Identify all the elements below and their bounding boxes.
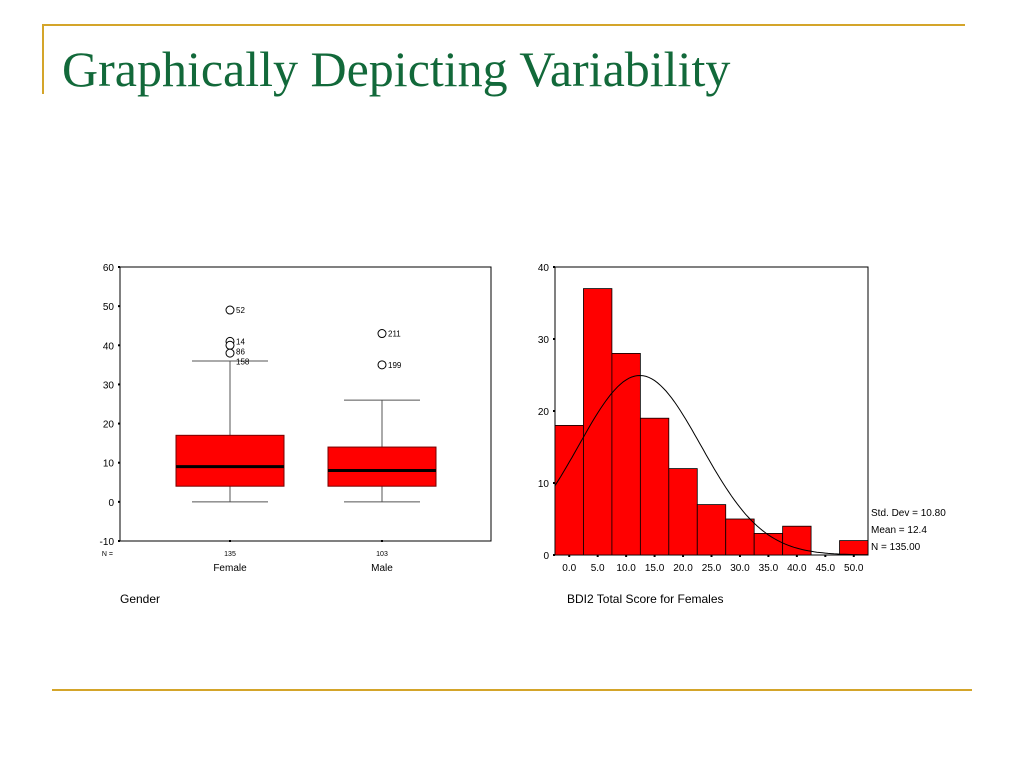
- y-tick-label: 20: [103, 420, 115, 431]
- x-tick: [625, 555, 628, 557]
- histogram-bar: [668, 468, 698, 556]
- top-rule: [42, 24, 965, 26]
- histogram-bar: [639, 417, 670, 556]
- outlier-point: [225, 340, 235, 350]
- y-tick-label: 0: [108, 498, 114, 509]
- y-tick: [553, 410, 555, 412]
- x-tick-label: 15.0: [645, 563, 665, 574]
- stats-label: Mean = 12.4: [871, 525, 927, 536]
- x-tick: [852, 555, 855, 557]
- x-tick-label: 25.0: [702, 563, 722, 574]
- x-category-label: Male: [371, 563, 393, 574]
- x-tick-label: 30.0: [730, 563, 750, 574]
- y-tick: [553, 266, 555, 268]
- histogram-bar: [583, 288, 613, 556]
- outlier-point: [225, 348, 235, 358]
- y-tick: [118, 383, 120, 386]
- y-tick: [118, 266, 120, 268]
- y-tick-label: 0: [543, 551, 549, 562]
- y-tick-label: -10: [100, 537, 115, 548]
- y-tick: [118, 422, 120, 425]
- y-tick: [118, 344, 120, 347]
- y-tick: [118, 540, 120, 542]
- x-tick: [229, 540, 231, 542]
- outlier-label: 199: [388, 361, 402, 370]
- y-tick: [118, 305, 120, 308]
- outlier-label: 86: [236, 347, 245, 356]
- x-tick: [738, 555, 741, 557]
- x-tick: [568, 555, 571, 557]
- normal-curve: [554, 374, 868, 556]
- y-tick-label: 30: [103, 380, 115, 391]
- histogram-bar: [611, 352, 641, 556]
- outlier-point: [225, 305, 235, 315]
- x-tick-label: 20.0: [673, 563, 693, 574]
- y-tick: [118, 500, 120, 503]
- x-tick: [767, 555, 770, 557]
- y-tick-label: 20: [538, 407, 550, 418]
- x-axis-title: BDI2 Total Score for Females: [567, 592, 724, 606]
- stats-label: Std. Dev = 10.80: [871, 508, 946, 519]
- y-tick: [553, 554, 555, 556]
- x-tick-label: 35.0: [759, 563, 779, 574]
- histogram-bar: [696, 504, 727, 556]
- y-tick: [118, 461, 120, 464]
- x-tick-label: 10.0: [616, 563, 636, 574]
- n-value: 103: [376, 551, 388, 558]
- x-tick-label: 0.0: [562, 563, 576, 574]
- x-tick: [381, 540, 383, 542]
- outlier-label: 14: [236, 337, 245, 346]
- x-tick: [710, 555, 713, 557]
- outlier-label: 158: [236, 357, 250, 366]
- y-tick-label: 30: [538, 335, 550, 346]
- x-tick: [653, 555, 656, 557]
- y-tick-label: 60: [103, 263, 115, 274]
- slide-title: Graphically Depicting Variability: [62, 41, 731, 97]
- boxplot-frame: [119, 266, 492, 542]
- y-tick-label: 40: [538, 263, 550, 274]
- left-rule: [42, 24, 44, 94]
- outlier-label: 211: [388, 330, 401, 339]
- outlier-point: [377, 360, 387, 370]
- bottom-rule: [52, 689, 972, 691]
- x-tick: [795, 555, 798, 557]
- x-tick: [824, 555, 827, 557]
- histogram-bar: [753, 533, 784, 556]
- y-tick-label: 10: [103, 459, 115, 470]
- y-tick: [553, 338, 555, 340]
- outlier-label: 52: [236, 306, 245, 315]
- x-tick-label: 5.0: [591, 563, 605, 574]
- stats-label: N = 135.00: [871, 542, 921, 553]
- x-tick-label: 45.0: [816, 563, 836, 574]
- y-tick-label: 50: [103, 302, 115, 313]
- n-label: N =: [102, 551, 113, 558]
- box-male: [327, 446, 437, 487]
- y-tick-label: 40: [103, 341, 115, 352]
- x-tick: [596, 555, 599, 557]
- n-value: 135: [224, 551, 236, 558]
- y-tick-label: 10: [538, 479, 550, 490]
- x-tick: [682, 555, 685, 557]
- outlier-point: [377, 329, 387, 339]
- x-tick-label: 40.0: [787, 563, 807, 574]
- x-tick-label: 50.0: [844, 563, 864, 574]
- histogram-bar: [725, 518, 755, 556]
- x-axis-title: Gender: [120, 592, 160, 606]
- y-tick: [553, 482, 555, 484]
- histogram-bar: [839, 540, 869, 556]
- x-category-label: Female: [213, 563, 247, 574]
- box-female: [175, 434, 285, 487]
